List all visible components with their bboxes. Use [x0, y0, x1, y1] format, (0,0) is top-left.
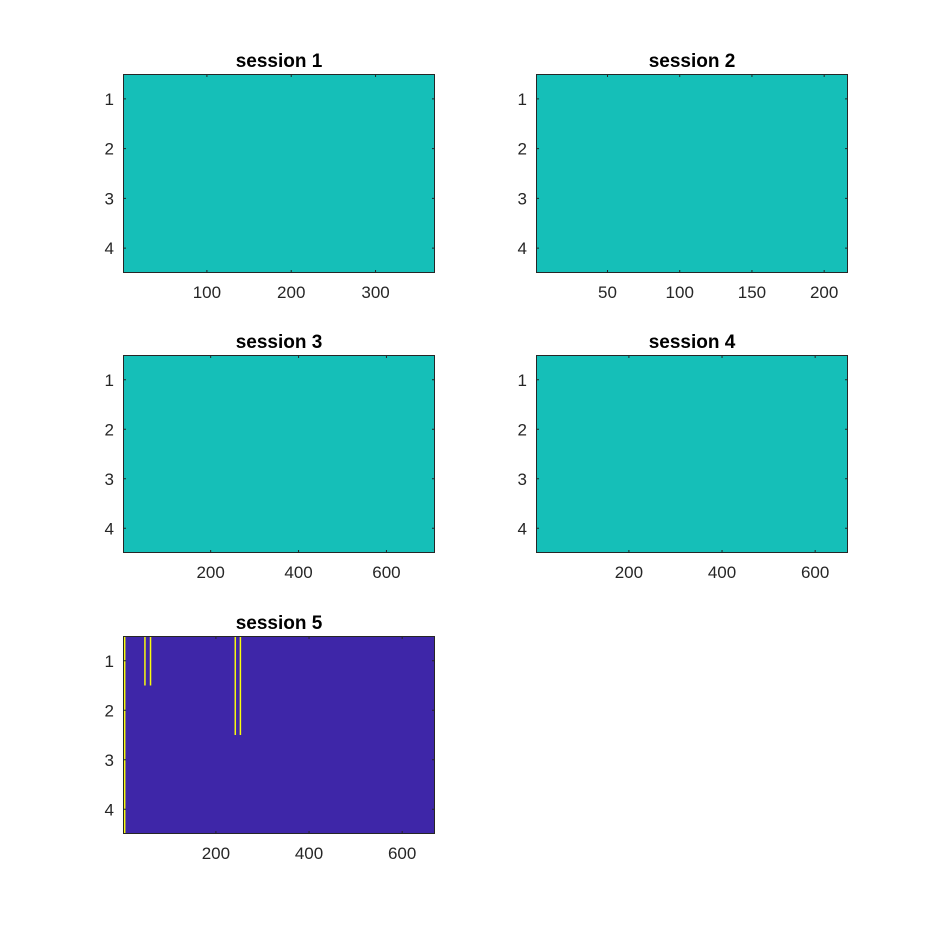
subplot-title: session 2 [649, 51, 736, 72]
x-tick-label: 100 [666, 283, 694, 302]
y-tick-label: 1 [105, 371, 114, 390]
x-tick-label: 400 [284, 563, 312, 582]
subplot-2: session 2 50 100 150 200 1 2 3 4 [518, 51, 848, 302]
y-tick-label: 1 [518, 371, 527, 390]
heatmap-patch [239, 636, 242, 735]
y-tick-label: 3 [518, 470, 527, 489]
heatmap-base [536, 74, 848, 273]
y-tick-label: 3 [105, 470, 114, 489]
y-tick-label: 3 [518, 189, 527, 208]
x-tick-label: 600 [801, 563, 829, 582]
y-tick-label: 4 [105, 239, 114, 258]
heatmap-base [123, 636, 435, 834]
subplot-title: session 5 [236, 613, 323, 634]
y-tick-label: 3 [105, 751, 114, 770]
x-tick-label: 400 [295, 844, 323, 863]
heatmap-patch [149, 636, 152, 686]
x-tick-label: 200 [196, 563, 224, 582]
y-tick-label: 1 [518, 90, 527, 109]
heatmap-patch [123, 636, 126, 834]
heatmap-base [536, 355, 848, 553]
axes-frame [536, 74, 848, 273]
y-tick-label: 1 [105, 652, 114, 671]
subplot-3: session 3 200 400 600 1 2 3 4 [105, 332, 435, 582]
y-tick-label: 2 [105, 701, 114, 720]
axes-frame [123, 636, 435, 834]
y-tick-label: 4 [105, 519, 114, 538]
y-tick-label: 2 [105, 140, 114, 159]
subplot-title: session 4 [649, 332, 736, 353]
y-tick-label: 2 [105, 420, 114, 439]
y-tick-label: 4 [518, 519, 527, 538]
subplot-1: session 1 100 200 300 1 2 3 4 [105, 51, 435, 302]
x-tick-label: 50 [598, 283, 617, 302]
x-tick-label: 300 [361, 283, 389, 302]
x-tick-label: 200 [810, 283, 838, 302]
x-tick-label: 600 [372, 563, 400, 582]
y-tick-label: 3 [105, 189, 114, 208]
y-tick-label: 2 [518, 420, 527, 439]
x-tick-label: 150 [738, 283, 766, 302]
heatmap-patch [144, 636, 146, 686]
heatmap-base [123, 355, 435, 553]
x-tick-label: 200 [202, 844, 230, 863]
x-tick-label: 200 [277, 283, 305, 302]
axes-frame [123, 355, 435, 553]
subplot-title: session 3 [236, 332, 323, 353]
x-tick-label: 600 [388, 844, 416, 863]
x-tick-label: 100 [193, 283, 221, 302]
x-tick-label: 400 [708, 563, 736, 582]
axes-frame [536, 355, 848, 553]
heatmap-base [123, 74, 435, 273]
heatmap-patch [234, 636, 237, 735]
y-tick-label: 2 [518, 140, 527, 159]
subplot-5: session 5 200 400 600 1 2 3 4 [105, 613, 435, 863]
y-tick-label: 4 [105, 800, 114, 819]
y-tick-label: 4 [518, 239, 527, 258]
x-tick-label: 200 [615, 563, 643, 582]
subplot-4: session 4 200 400 600 1 2 3 4 [518, 332, 848, 582]
axes-frame [123, 74, 435, 273]
subplot-title: session 1 [236, 51, 323, 72]
y-tick-label: 1 [105, 90, 114, 109]
